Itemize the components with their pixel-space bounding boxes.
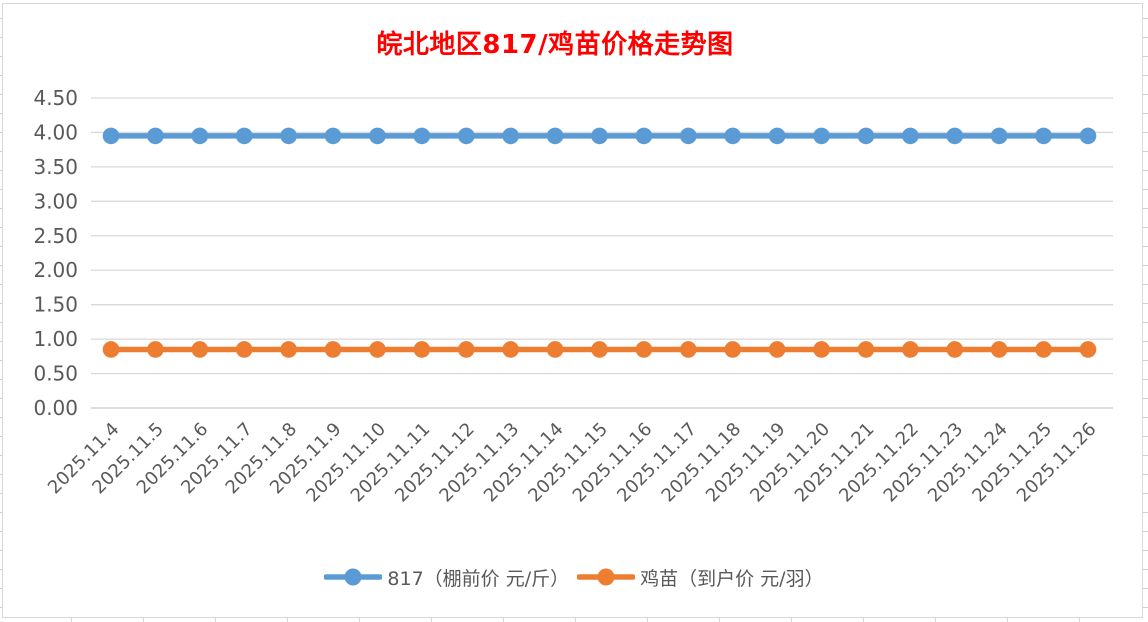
data-point	[724, 127, 742, 145]
data-point	[280, 341, 297, 358]
y-axis-tick-label: 1.50	[33, 293, 78, 317]
legend-item-jimiao: 鸡苗（到户价 元/羽）	[577, 564, 824, 591]
y-axis-tick-label: 3.00	[33, 189, 78, 213]
data-point	[1035, 127, 1052, 145]
data-point	[102, 127, 120, 145]
data-point	[413, 127, 431, 145]
data-point	[857, 341, 875, 358]
data-point	[902, 341, 919, 358]
data-point	[324, 127, 342, 145]
chart-title: 皖北地区817/鸡苗价格走势图	[376, 30, 734, 60]
data-point	[591, 127, 608, 145]
data-point	[724, 341, 742, 358]
data-point	[324, 341, 342, 358]
data-point	[768, 127, 786, 145]
data-point	[680, 341, 697, 358]
spreadsheet-edge-artifact-bottom	[0, 618, 1148, 622]
data-point	[413, 341, 431, 358]
y-axis-tick-label: 0.50	[33, 362, 78, 386]
data-point	[1079, 341, 1097, 358]
data-point	[546, 341, 564, 358]
data-point	[635, 341, 653, 358]
data-point	[502, 341, 519, 358]
data-point	[680, 127, 697, 145]
data-point	[280, 127, 297, 145]
data-point	[502, 127, 519, 145]
y-axis-tick-label: 4.00	[33, 120, 78, 144]
spreadsheet-edge-artifact-left	[0, 0, 2, 622]
data-point	[102, 341, 120, 358]
data-point	[902, 127, 919, 145]
chart-frame	[2, 3, 1143, 618]
legend-label-jimiao: 鸡苗（到户价 元/羽）	[640, 567, 824, 590]
data-point	[990, 127, 1008, 145]
data-point	[147, 341, 164, 358]
y-axis-tick-label: 2.00	[33, 258, 78, 282]
data-point	[235, 341, 253, 358]
data-point	[813, 127, 830, 145]
data-point	[1035, 341, 1052, 358]
data-point	[946, 341, 964, 358]
spreadsheet-edge-artifact-right	[1143, 0, 1148, 622]
legend: 817（棚前价 元/斤） 鸡苗（到户价 元/羽）	[0, 563, 1148, 591]
data-point	[191, 127, 209, 145]
y-axis-tick-label: 3.50	[33, 155, 78, 179]
data-point	[546, 127, 564, 145]
data-point	[813, 341, 830, 358]
legend-item-817: 817（棚前价 元/斤）	[324, 564, 569, 591]
y-axis-tick-label: 2.50	[33, 224, 78, 248]
data-point	[591, 341, 608, 358]
data-point	[990, 341, 1008, 358]
data-point	[235, 127, 253, 145]
data-point	[147, 127, 164, 145]
data-point	[369, 127, 386, 145]
y-axis-tick-label: 4.50	[33, 86, 78, 110]
data-point	[946, 127, 964, 145]
data-point	[369, 341, 386, 358]
legend-line-marker-jimiao-icon	[577, 568, 636, 586]
legend-line-marker-817-icon	[324, 568, 383, 586]
y-axis-tick-label: 1.00	[33, 327, 78, 351]
data-point	[191, 341, 209, 358]
data-point	[457, 341, 475, 358]
data-point	[857, 127, 875, 145]
y-axis-tick-label: 0.00	[33, 396, 78, 420]
legend-label-817: 817（棚前价 元/斤）	[387, 567, 570, 590]
data-point	[635, 127, 653, 145]
data-point	[768, 341, 786, 358]
data-point	[457, 127, 475, 145]
data-point	[1079, 127, 1097, 145]
